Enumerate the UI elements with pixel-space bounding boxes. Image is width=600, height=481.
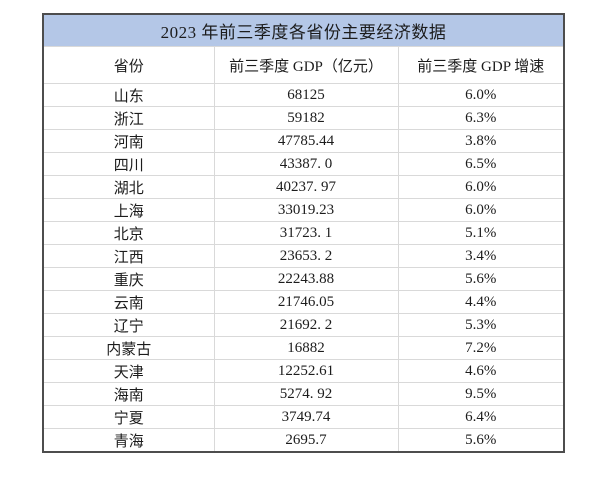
gdp-cell: 22243.88 (213, 267, 399, 291)
growth-cell: 6.4% (397, 405, 565, 429)
province-cell: 江西 (42, 244, 215, 268)
gdp-cell: 5274. 92 (213, 382, 399, 406)
title-row: 2023 年前三季度各省份主要经济数据 (42, 13, 565, 47)
table-row: 宁夏 3749.74 6.4% (42, 405, 565, 429)
table-row: 山东 68125 6.0% (42, 83, 565, 107)
gdp-cell: 31723. 1 (213, 221, 399, 245)
table-row: 四川 43387. 0 6.5% (42, 152, 565, 176)
table-row: 北京 31723. 1 5.1% (42, 221, 565, 245)
column-header: 前三季度 GDP（亿元） (213, 46, 399, 84)
province-cell: 重庆 (42, 267, 215, 291)
gdp-cell: 21692. 2 (213, 313, 399, 337)
growth-cell: 4.6% (397, 359, 565, 383)
growth-cell: 3.8% (397, 129, 565, 153)
gdp-cell: 16882 (213, 336, 399, 360)
table-row: 天津 12252.61 4.6% (42, 359, 565, 383)
gdp-cell: 21746.05 (213, 290, 399, 314)
table-title: 2023 年前三季度各省份主要经济数据 (42, 13, 565, 47)
gdp-cell: 47785.44 (213, 129, 399, 153)
growth-cell: 6.3% (397, 106, 565, 130)
gdp-cell: 59182 (213, 106, 399, 130)
province-cell: 湖北 (42, 175, 215, 199)
economic-data-table: 2023 年前三季度各省份主要经济数据 省份 前三季度 GDP（亿元） 前三季度 G… (42, 13, 566, 453)
gdp-cell: 12252.61 (213, 359, 399, 383)
table-row: 上海 33019.23 6.0% (42, 198, 565, 222)
province-cell: 山东 (42, 83, 215, 107)
table-row: 浙江 59182 6.3% (42, 106, 565, 130)
growth-cell: 3.4% (397, 244, 565, 268)
growth-cell: 9.5% (397, 382, 565, 406)
growth-cell: 6.5% (397, 152, 565, 176)
province-cell: 辽宁 (42, 313, 215, 337)
table-row: 辽宁 21692. 2 5.3% (42, 313, 565, 337)
gdp-cell: 2695.7 (213, 428, 399, 453)
growth-cell: 4.4% (397, 290, 565, 314)
growth-cell: 5.1% (397, 221, 565, 245)
gdp-cell: 40237. 97 (213, 175, 399, 199)
column-header: 省份 (42, 46, 215, 84)
province-cell: 上海 (42, 198, 215, 222)
growth-cell: 7.2% (397, 336, 565, 360)
table-body: 山东 68125 6.0% 浙江 59182 6.3% 河南 47785.44 3.8% 四川 43… (42, 83, 565, 453)
table-row: 海南 5274. 92 9.5% (42, 382, 565, 406)
table-row: 河南 47785.44 3.8% (42, 129, 565, 153)
table-row: 湖北 40237. 97 6.0% (42, 175, 565, 199)
province-cell: 浙江 (42, 106, 215, 130)
growth-cell: 5.3% (397, 313, 565, 337)
table-row: 青海 2695.7 5.6% (42, 428, 565, 453)
province-cell: 北京 (42, 221, 215, 245)
growth-cell: 5.6% (397, 428, 565, 453)
growth-cell: 6.0% (397, 198, 565, 222)
gdp-cell: 3749.74 (213, 405, 399, 429)
province-cell: 海南 (42, 382, 215, 406)
province-cell: 青海 (42, 428, 215, 453)
growth-cell: 6.0% (397, 175, 565, 199)
gdp-cell: 43387. 0 (213, 152, 399, 176)
table-row: 江西 23653. 2 3.4% (42, 244, 565, 268)
table-row: 内蒙古 16882 7.2% (42, 336, 565, 360)
gdp-cell: 23653. 2 (213, 244, 399, 268)
province-cell: 内蒙古 (42, 336, 215, 360)
header-row: 省份 前三季度 GDP（亿元） 前三季度 GDP 增速 (42, 46, 565, 84)
column-header: 前三季度 GDP 增速 (397, 46, 565, 84)
gdp-cell: 33019.23 (213, 198, 399, 222)
growth-cell: 6.0% (397, 83, 565, 107)
table-row: 云南 21746.05 4.4% (42, 290, 565, 314)
province-cell: 天津 (42, 359, 215, 383)
province-cell: 宁夏 (42, 405, 215, 429)
province-cell: 四川 (42, 152, 215, 176)
gdp-cell: 68125 (213, 83, 399, 107)
table-row: 重庆 22243.88 5.6% (42, 267, 565, 291)
growth-cell: 5.6% (397, 267, 565, 291)
province-cell: 云南 (42, 290, 215, 314)
province-cell: 河南 (42, 129, 215, 153)
